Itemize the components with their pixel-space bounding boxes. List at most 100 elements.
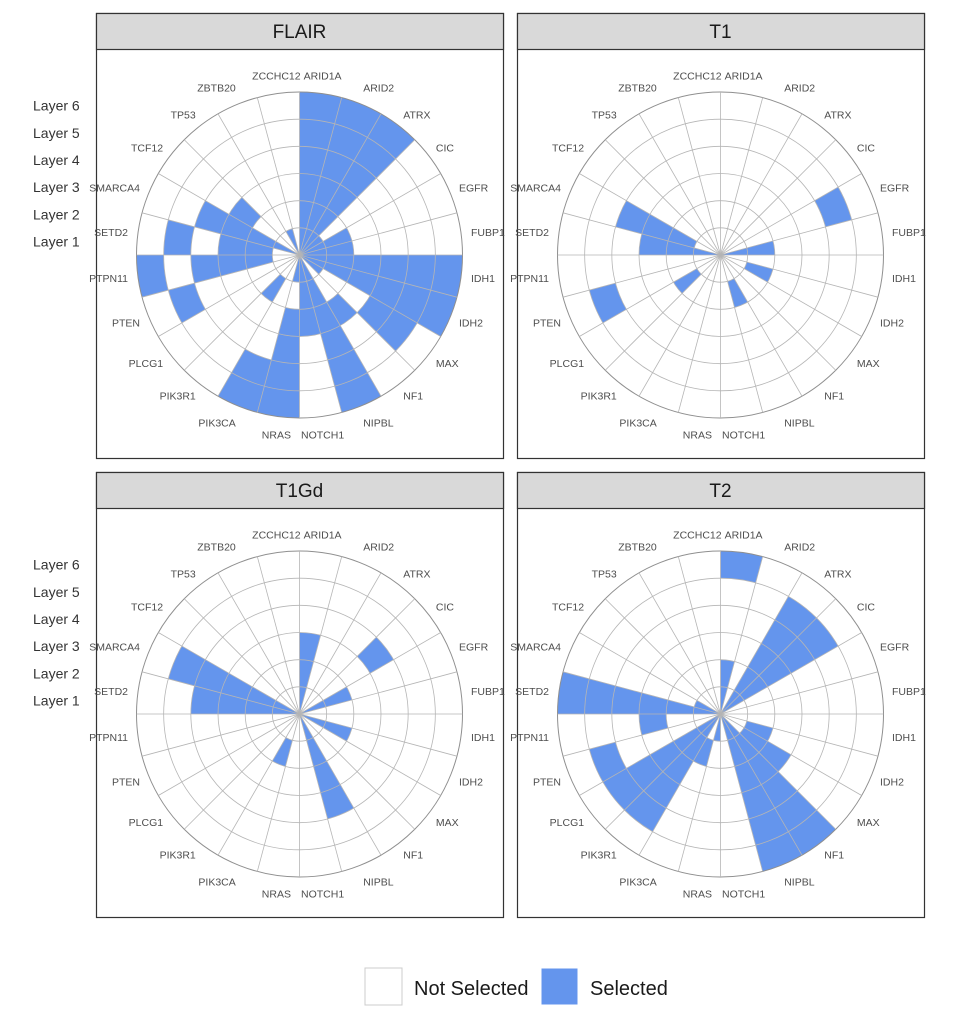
grid-spoke: [217, 713, 300, 856]
grid-spoke: [299, 173, 441, 256]
cell-nipbl-layer-3: [734, 761, 762, 793]
cell-idh2-layer-2: [744, 721, 773, 742]
cell-idh2-layer-5: [393, 283, 431, 323]
cell-plcg1-layer-2: [673, 727, 702, 753]
panel-t1gd: T1Gd ARID1A ARID2 ATRX CIC EGFR FUBP1 IDH1 IDH2 M…: [89, 471, 505, 919]
cell-ptpn11-layer-6: [136, 255, 169, 298]
cell-smarca4-layer-2: [668, 227, 697, 248]
grid-spoke: [299, 212, 458, 256]
cell-setd2-layer-5: [584, 678, 616, 714]
cell-pik3r1-layer-2: [261, 274, 286, 303]
gene-label-pik3ca: PIK3CA: [619, 418, 656, 430]
cell-egfr-layer-2: [323, 227, 352, 248]
gene-label-nras: NRAS: [262, 429, 291, 441]
gene-label-idh1: IDH1: [471, 732, 495, 744]
gene-label-zcchc12: ZCCHC12: [252, 71, 301, 83]
grid-spoke: [183, 254, 300, 371]
cell-pik3r1-layer-3: [662, 752, 694, 785]
grid-spoke: [638, 254, 721, 397]
grid-spoke: [183, 139, 300, 256]
panel-flair: FLAIR ARID1A ARID2 ATRX CIC EGFR FUBP1 IDH1 IDH2…: [89, 12, 505, 460]
cell-ptpn11-layer-2: [245, 255, 274, 270]
grid-spoke: [720, 254, 879, 298]
cell-setd2-layer-2: [666, 240, 695, 255]
legend: Not Selected Selected: [364, 967, 668, 1006]
gene-label-cic: CIC: [857, 601, 876, 613]
grid-spoke: [158, 713, 300, 796]
cell-nf1-layer-5: [774, 790, 817, 832]
gene-label-pik3ca: PIK3CA: [619, 877, 656, 889]
layer-label-4: Layer 4: [33, 611, 80, 627]
legend-label-selected: Selected: [590, 978, 668, 1000]
selected-cells: [557, 551, 839, 872]
grid-spoke: [299, 713, 382, 856]
selected-cells: [589, 187, 852, 323]
grid-spoke: [720, 113, 803, 256]
cell-nras-layer-5: [264, 359, 300, 391]
polar-grid: [557, 91, 884, 419]
panel-t2: T2 ARID1A ARID2 ATRX CIC EGFR FUBP1 IDH1 IDH2 MAX…: [510, 471, 926, 919]
cell-cic-layer-5: [797, 617, 839, 660]
gene-label-zbtb20: ZBTB20: [618, 541, 657, 553]
cell-idh1-layer-6: [430, 255, 463, 298]
gene-label-tp53: TP53: [171, 569, 196, 581]
gene-label-max: MAX: [857, 817, 880, 829]
gene-label-pik3ca: PIK3CA: [198, 418, 235, 430]
layer-label-5: Layer 5: [33, 584, 80, 600]
chart-panels: FLAIR ARID1A ARID2 ATRX CIC EGFR FUBP1 IDH1 IDH2…: [89, 12, 926, 919]
cell-nipbl-layer-5: [327, 349, 368, 387]
panel-strip: [95, 12, 505, 51]
cell-nipbl-layer-4: [741, 784, 775, 819]
polar-grid: [136, 550, 463, 878]
cell-arid2-layer-2: [306, 202, 327, 232]
gene-label-pten: PTEN: [533, 777, 561, 789]
cell-atrx-layer-5: [774, 596, 817, 638]
gene-label-arid1a: ARID1A: [725, 530, 763, 542]
gene-label-idh2: IDH2: [459, 777, 483, 789]
layer-label-6: Layer 6: [33, 557, 80, 573]
gene-label-notch1: NOTCH1: [301, 888, 344, 900]
gene-label-setd2: SETD2: [94, 227, 128, 239]
cell-pik3ca-layer-5: [231, 349, 272, 387]
layer-label-6: Layer 6: [33, 98, 80, 114]
panel-title: T1Gd: [276, 481, 324, 502]
cell-nipbl-layer-2: [306, 737, 327, 767]
gene-labels: ARID1A ARID2 ATRX CIC EGFR FUBP1 IDH1 IDH2 MAX NF…: [510, 530, 926, 901]
cell-smarca4-layer-5: [168, 646, 206, 686]
gene-label-nf1: NF1: [403, 849, 423, 861]
gene-label-tcf12: TCF12: [552, 601, 584, 613]
cell-idh2-layer-4: [370, 276, 405, 310]
grid-spoke: [217, 113, 300, 256]
grid-spoke: [299, 254, 441, 337]
grid-spoke: [562, 212, 721, 256]
panel-title: T1: [709, 22, 731, 43]
gene-label-idh2: IDH2: [880, 318, 904, 330]
gene-label-nras: NRAS: [683, 429, 712, 441]
gene-label-fubp1: FUBP1: [471, 227, 505, 239]
cell-arid2-layer-5: [327, 123, 368, 161]
cell-nipbl-layer-2: [306, 278, 327, 308]
grid-spoke: [720, 173, 862, 256]
cell-nras-layer-6: [257, 386, 300, 418]
layer-label-2: Layer 2: [33, 665, 80, 681]
cell-nipbl-layer-3: [313, 761, 341, 793]
grid-spoke: [299, 713, 458, 757]
grid-spoke: [299, 632, 441, 715]
cell-pik3ca-layer-2: [693, 737, 714, 767]
gene-label-cic: CIC: [436, 601, 455, 613]
cell-nf1-layer-1: [720, 714, 740, 738]
grid-spoke: [638, 713, 721, 856]
cell-max-layer-1: [299, 255, 324, 275]
grid-spoke: [141, 254, 300, 298]
cell-atrx-layer-2: [734, 666, 759, 695]
layer-label-5: Layer 5: [33, 125, 80, 141]
grid-spoke: [217, 254, 300, 397]
grid-spoke: [720, 97, 764, 256]
gene-label-smarca4: SMARCA4: [89, 641, 140, 653]
gene-label-setd2: SETD2: [94, 686, 128, 698]
grid-spoke: [720, 254, 764, 413]
gene-label-arid2: ARID2: [784, 82, 815, 94]
cell-idh1-layer-2: [325, 255, 354, 270]
cell-arid1a-layer-2: [720, 659, 735, 688]
gene-labels: ARID1A ARID2 ATRX CIC EGFR FUBP1 IDH1 IDH2 MAX NF…: [89, 530, 505, 901]
